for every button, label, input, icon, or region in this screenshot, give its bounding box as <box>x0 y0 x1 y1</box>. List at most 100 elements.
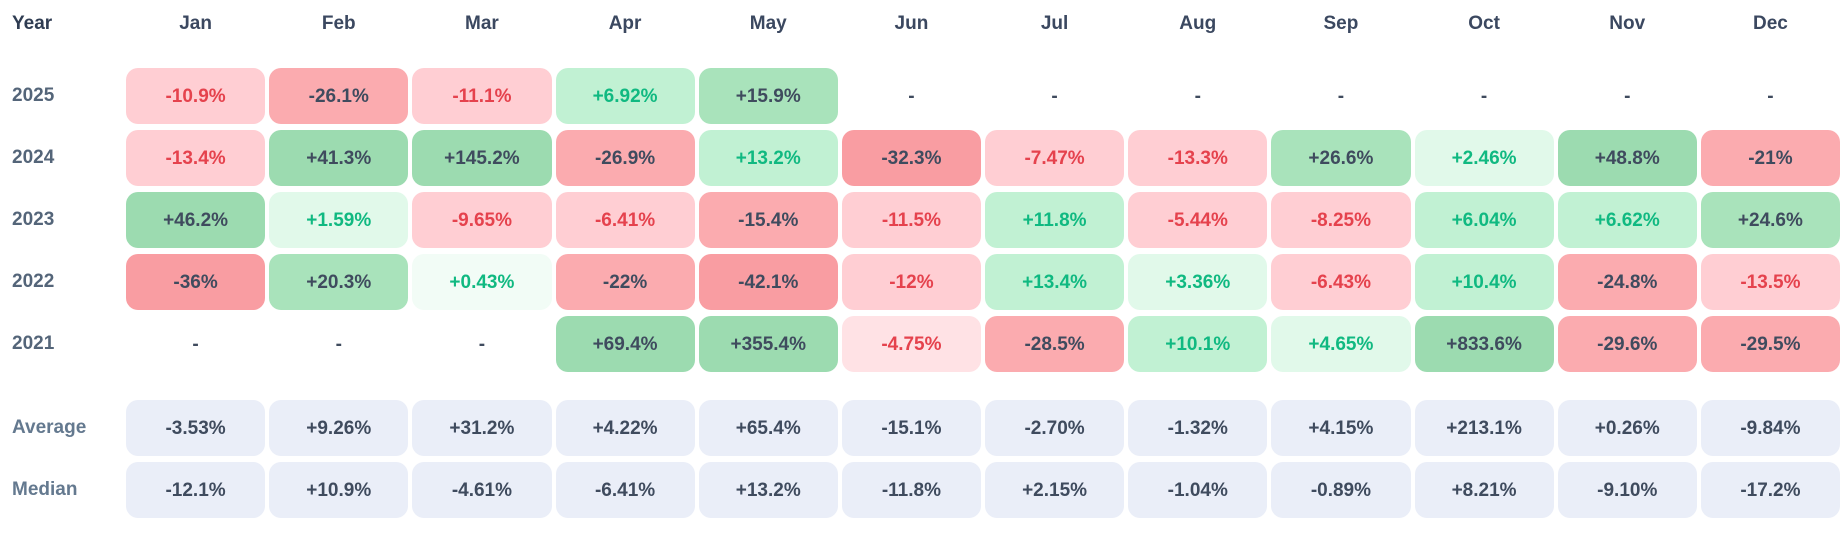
row-label: 2022 <box>12 271 55 292</box>
return-cell: -22% <box>555 254 695 310</box>
summary-cell: +213.1% <box>1414 400 1554 456</box>
return-cell: +833.6% <box>1414 316 1554 372</box>
return-cell: -9.65% <box>412 192 552 248</box>
return-cell: +10.4% <box>1414 254 1554 310</box>
return-cell: -11.1% <box>412 68 552 124</box>
return-cell: +10.1% <box>1128 316 1268 372</box>
summary-cell: +8.21% <box>1414 462 1554 518</box>
row-label: Average <box>12 417 87 438</box>
year-row: 2021 - - - +69.4% +355.4% -4.75% -28.5% +10.1% +4… <box>10 316 1840 372</box>
return-cell: - <box>1480 85 1488 107</box>
month-header-apr: Apr <box>608 13 642 34</box>
summary-cell: -0.89% <box>1271 462 1411 518</box>
summary-rows: Average -3.53% +9.26% +31.2% +4.22% +65.4% -15… <box>10 400 1840 518</box>
summary-row: Median -12.1% +10.9% -4.61% -6.41% +13.2% -11.… <box>10 462 1840 518</box>
return-cell: -12% <box>841 254 981 310</box>
summary-cell: -1.32% <box>1128 400 1268 456</box>
year-rows: 2025 -10.9% -26.1% -11.1% +6.92% +15.9% - - - - - -… <box>10 68 1840 372</box>
return-cell: +6.04% <box>1414 192 1554 248</box>
row-label: 2024 <box>12 147 55 168</box>
summary-cell: +2.15% <box>985 462 1125 518</box>
return-cell: -5.44% <box>1128 192 1268 248</box>
return-cell: +46.2% <box>126 192 266 248</box>
summary-cell: +65.4% <box>698 400 838 456</box>
month-header-jun: Jun <box>894 13 929 34</box>
return-cell: -8.25% <box>1271 192 1411 248</box>
return-cell: -13.5% <box>1700 254 1840 310</box>
return-cell: -10.9% <box>126 68 266 124</box>
row-label: 2021 <box>12 333 55 354</box>
summary-cell: -6.41% <box>555 462 695 518</box>
return-cell: -36% <box>126 254 266 310</box>
return-cell: +11.8% <box>985 192 1125 248</box>
return-cell: - <box>478 333 486 355</box>
summary-cell: -3.53% <box>126 400 266 456</box>
row-label: 2023 <box>12 209 55 230</box>
month-header-jan: Jan <box>179 13 212 34</box>
return-cell: +0.43% <box>412 254 552 310</box>
month-header-feb: Feb <box>321 13 356 34</box>
return-cell: +13.2% <box>698 130 838 186</box>
return-cell: -24.8% <box>1557 254 1697 310</box>
return-cell: -6.41% <box>555 192 695 248</box>
return-cell: - <box>908 85 915 107</box>
summary-cell: -1.04% <box>1128 462 1268 518</box>
return-cell: -13.4% <box>126 130 266 186</box>
summary-cell: +4.15% <box>1271 400 1411 456</box>
summary-cell: -9.84% <box>1700 400 1840 456</box>
return-cell: - <box>1767 85 1774 107</box>
summary-cell: -17.2% <box>1700 462 1840 518</box>
return-cell: -15.4% <box>698 192 838 248</box>
return-cell: -28.5% <box>985 316 1125 372</box>
return-cell: -29.6% <box>1557 316 1697 372</box>
year-row: 2022 -36% +20.3% +0.43% -22% -42.1% -12% +13.4%… <box>10 254 1840 310</box>
return-cell: +20.3% <box>269 254 409 310</box>
return-cell: +69.4% <box>555 316 695 372</box>
summary-cell: -4.61% <box>412 462 552 518</box>
month-header-may: May <box>749 13 787 34</box>
month-header-nov: Nov <box>1609 13 1646 34</box>
month-header-jul: Jul <box>1040 13 1069 34</box>
return-cell: - <box>335 333 342 355</box>
summary-row: Average -3.53% +9.26% +31.2% +4.22% +65.4% -15… <box>10 400 1840 456</box>
summary-cell: -2.70% <box>985 400 1125 456</box>
summary-cell: -9.10% <box>1557 462 1697 518</box>
month-header-mar: Mar <box>465 13 499 34</box>
return-cell: -32.3% <box>841 130 981 186</box>
month-header-aug: Aug <box>1179 13 1217 34</box>
return-cell: -4.75% <box>841 316 981 372</box>
summary-cell: -15.1% <box>841 400 981 456</box>
return-cell: +355.4% <box>698 316 838 372</box>
summary-cell: +0.26% <box>1557 400 1697 456</box>
summary-cell: +4.22% <box>555 400 695 456</box>
return-cell: +48.8% <box>1557 130 1697 186</box>
return-cell: -21% <box>1700 130 1840 186</box>
return-cell: -6.43% <box>1271 254 1411 310</box>
return-cell: - <box>1337 85 1345 107</box>
return-cell: +4.65% <box>1271 316 1411 372</box>
return-cell: +15.9% <box>698 68 838 124</box>
return-cell: - <box>1051 85 1058 107</box>
return-cell: - <box>192 333 199 355</box>
summary-cell: +13.2% <box>698 462 838 518</box>
month-header-oct: Oct <box>1468 13 1500 34</box>
summary-cell: +10.9% <box>269 462 409 518</box>
return-cell: -42.1% <box>698 254 838 310</box>
summary-cell: +31.2% <box>412 400 552 456</box>
return-cell: +6.92% <box>555 68 695 124</box>
return-cell: +3.36% <box>1128 254 1268 310</box>
year-column-header: Year <box>12 13 53 34</box>
return-cell: +145.2% <box>412 130 552 186</box>
summary-cell: -11.8% <box>841 462 981 518</box>
return-cell: +2.46% <box>1414 130 1554 186</box>
row-label: Median <box>12 479 78 500</box>
return-cell: -29.5% <box>1700 316 1840 372</box>
header-row: Year Jan Feb Mar Apr May Jun Jul Aug Sep Oct Nov De… <box>10 0 1840 48</box>
month-header-sep: Sep <box>1323 13 1359 34</box>
row-label: 2025 <box>12 85 55 106</box>
summary-cell: +9.26% <box>269 400 409 456</box>
return-cell: -7.47% <box>985 130 1125 186</box>
summary-cell: -12.1% <box>126 462 266 518</box>
return-cell: +26.6% <box>1271 130 1411 186</box>
year-row: 2024 -13.4% +41.3% +145.2% -26.9% +13.2% -32.3… <box>10 130 1840 186</box>
